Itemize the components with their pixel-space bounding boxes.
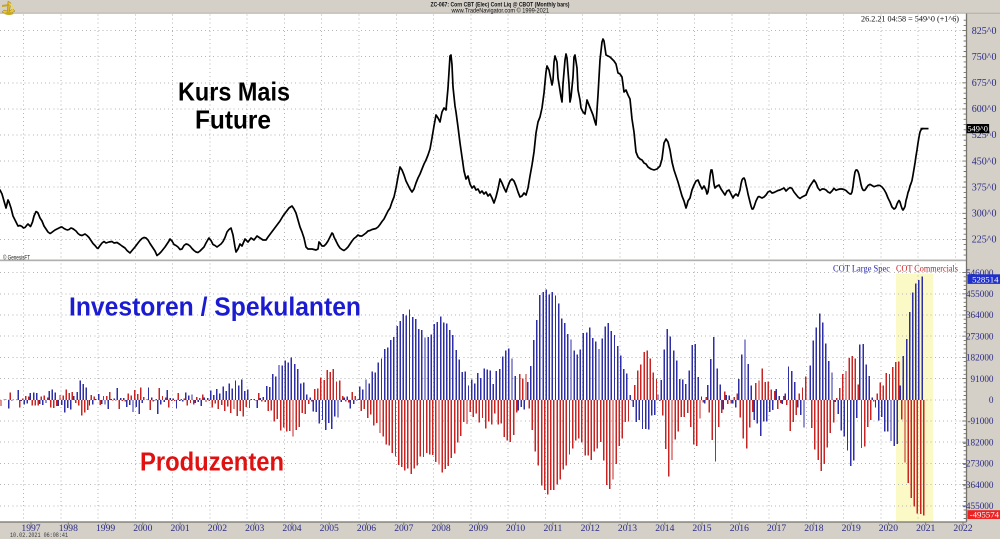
svg-text:Produzenten: Produzenten bbox=[140, 449, 284, 477]
svg-text:455000: 455000 bbox=[966, 289, 994, 299]
svg-text:2016: 2016 bbox=[730, 523, 749, 534]
svg-text:2017: 2017 bbox=[767, 523, 786, 534]
svg-text:-364000: -364000 bbox=[963, 480, 994, 490]
svg-text:273000: 273000 bbox=[966, 331, 994, 341]
svg-text:600^0: 600^0 bbox=[972, 104, 997, 115]
svg-text:2007: 2007 bbox=[394, 523, 413, 534]
svg-text:10.02.2021 06:08:41: 10.02.2021 06:08:41 bbox=[10, 532, 68, 539]
svg-text:450^0: 450^0 bbox=[972, 156, 997, 167]
svg-text:1998: 1998 bbox=[59, 523, 78, 534]
svg-text:26.2.21 04:58 = 549^0 (+1^6): 26.2.21 04:58 = 549^0 (+1^6) bbox=[861, 14, 959, 24]
svg-text:-182000: -182000 bbox=[963, 437, 994, 447]
svg-text:225^0: 225^0 bbox=[972, 235, 997, 246]
svg-text:2000: 2000 bbox=[133, 523, 152, 534]
svg-text:Kurs Mais: Kurs Mais bbox=[178, 77, 290, 107]
svg-text:825^0: 825^0 bbox=[972, 26, 997, 37]
svg-text:2001: 2001 bbox=[171, 523, 190, 534]
svg-text:-455000: -455000 bbox=[963, 501, 994, 511]
svg-text:-495574: -495574 bbox=[970, 510, 1000, 520]
svg-text:1999: 1999 bbox=[96, 523, 115, 534]
svg-text:COT Commercials: COT Commercials bbox=[896, 264, 958, 274]
svg-text:300^0: 300^0 bbox=[972, 209, 997, 220]
svg-text:2010: 2010 bbox=[506, 523, 525, 534]
svg-text:525^0: 525^0 bbox=[972, 130, 997, 141]
svg-text:2008: 2008 bbox=[432, 523, 451, 534]
svg-text:COT Large Spec: COT Large Spec bbox=[833, 264, 890, 274]
svg-text:Future: Future bbox=[195, 105, 271, 135]
svg-text:2006: 2006 bbox=[357, 523, 376, 534]
svg-text:2005: 2005 bbox=[320, 523, 339, 534]
svg-text:2012: 2012 bbox=[581, 523, 600, 534]
svg-text:www.TradeNavigator.com © 1999-: www.TradeNavigator.com © 1999-2021 bbox=[451, 8, 550, 15]
svg-text:2014: 2014 bbox=[655, 523, 674, 534]
svg-text:2015: 2015 bbox=[692, 523, 711, 534]
svg-text:91000: 91000 bbox=[971, 374, 994, 384]
svg-text:2009: 2009 bbox=[469, 523, 488, 534]
svg-text:528514: 528514 bbox=[972, 274, 999, 284]
svg-text:2011: 2011 bbox=[543, 523, 562, 534]
svg-text:-273000: -273000 bbox=[963, 459, 994, 469]
svg-text:© GenesisFT: © GenesisFT bbox=[3, 254, 30, 262]
svg-text:375^0: 375^0 bbox=[972, 182, 997, 193]
svg-text:2018: 2018 bbox=[804, 523, 823, 534]
svg-text:2004: 2004 bbox=[282, 523, 301, 534]
svg-text:1997: 1997 bbox=[21, 523, 40, 534]
svg-text:2002: 2002 bbox=[208, 523, 227, 534]
svg-text:2003: 2003 bbox=[245, 523, 264, 534]
svg-text:2021: 2021 bbox=[916, 523, 935, 534]
svg-text:Investoren / Spekulanten: Investoren / Spekulanten bbox=[69, 294, 361, 322]
svg-text:750^0: 750^0 bbox=[972, 52, 997, 63]
svg-text:2013: 2013 bbox=[618, 523, 637, 534]
svg-text:2019: 2019 bbox=[842, 523, 861, 534]
svg-text:ZC-067: Corn CBT (Elec) Cont: ZC-067: Corn CBT (Elec) Cont Liq @ CBOT … bbox=[431, 2, 570, 8]
svg-text:675^0: 675^0 bbox=[972, 78, 997, 89]
svg-text:549^0: 549^0 bbox=[967, 125, 988, 134]
svg-text:182000: 182000 bbox=[966, 353, 994, 363]
svg-text:0: 0 bbox=[989, 395, 994, 405]
svg-text:546000: 546000 bbox=[966, 268, 994, 278]
svg-text:364000: 364000 bbox=[966, 310, 994, 320]
svg-text:2022: 2022 bbox=[953, 523, 972, 534]
svg-text:2020: 2020 bbox=[879, 523, 898, 534]
svg-text:-91000: -91000 bbox=[967, 416, 993, 426]
